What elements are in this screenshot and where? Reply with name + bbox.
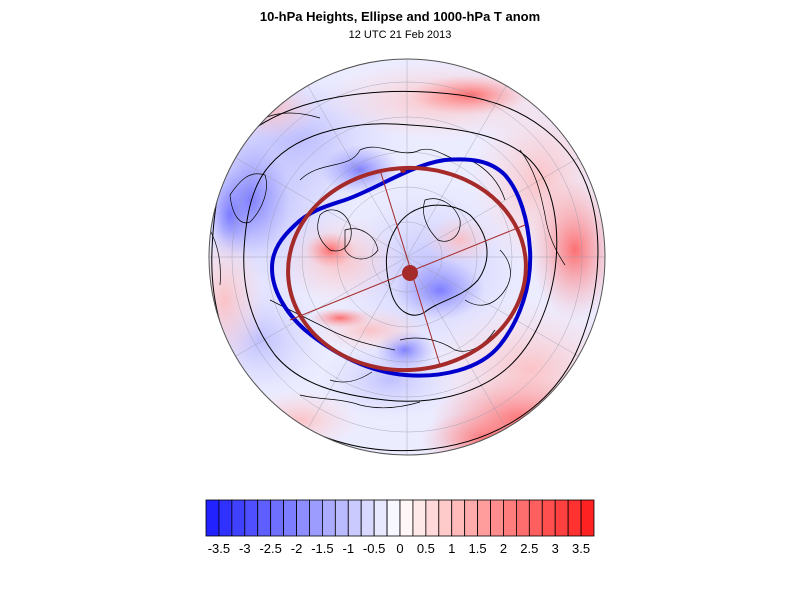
colorbar-tick-label: 3.5 bbox=[572, 541, 591, 556]
colorbar-box bbox=[425, 499, 440, 537]
colorbar-box bbox=[490, 499, 504, 537]
colorbar-tick-label: -2.5 bbox=[259, 541, 282, 556]
colorbar-tick-label: -0.5 bbox=[362, 541, 386, 556]
colorbar-tick-label: -3.5 bbox=[207, 541, 231, 556]
colorbar-tick-label: -2 bbox=[290, 541, 303, 556]
chart-subtitle: 12 UTC 21 Feb 2013 bbox=[348, 29, 452, 41]
colorbar-box bbox=[270, 499, 284, 537]
colorbar-box bbox=[541, 499, 556, 537]
colorbar-tick-label: -1.5 bbox=[311, 541, 334, 556]
colorbar-box bbox=[386, 499, 401, 537]
colorbar-box bbox=[283, 499, 297, 537]
colorbar-box bbox=[438, 499, 453, 537]
chart-title: 10-hPa Heights, Ellipse and 1000-hPa T a… bbox=[259, 9, 541, 24]
colorbar-box bbox=[244, 499, 259, 537]
colorbar-tick-label: 0 bbox=[396, 541, 404, 556]
vortex-centroid bbox=[402, 265, 418, 281]
colorbar-box bbox=[464, 499, 478, 537]
colorbar-tick-label: 2 bbox=[499, 541, 508, 556]
colorbar-tick-label: 2.5 bbox=[520, 541, 539, 556]
temperature-anomaly-field bbox=[209, 59, 605, 455]
colorbar bbox=[205, 499, 595, 537]
colorbar-tick-label: -1 bbox=[342, 541, 355, 556]
map-border bbox=[208, 58, 606, 456]
coastlines bbox=[209, 112, 566, 409]
colorbar-box bbox=[334, 499, 349, 537]
height-contour-outer bbox=[243, 123, 558, 402]
colorbar-tick-label: 1 bbox=[448, 541, 456, 556]
colorbar-box bbox=[477, 499, 491, 537]
colorbar-box bbox=[567, 499, 582, 537]
colorbar-box bbox=[580, 499, 595, 537]
colorbar-box bbox=[503, 499, 517, 537]
colorbar-box bbox=[309, 499, 323, 537]
colorbar-box bbox=[373, 499, 388, 537]
colorbar-tick-label: 0.5 bbox=[416, 541, 435, 556]
height-contour-outermost bbox=[211, 90, 599, 452]
colorbar-box bbox=[412, 499, 427, 537]
colorbar-box bbox=[205, 499, 220, 537]
colorbar-box bbox=[322, 499, 336, 537]
height-contour-inner bbox=[385, 204, 488, 316]
colorbar-box bbox=[451, 499, 466, 537]
colorbar-box bbox=[515, 499, 530, 537]
colorbar-box bbox=[296, 499, 310, 537]
colorbar-box bbox=[554, 499, 569, 537]
colorbar-tick-label: 1.5 bbox=[468, 541, 487, 556]
colorbar-box bbox=[347, 499, 362, 537]
fitted-ellipse bbox=[286, 165, 528, 373]
colorbar-box bbox=[218, 499, 233, 537]
colorbar-box bbox=[528, 499, 543, 537]
polar-map bbox=[208, 58, 606, 456]
colorbar-tick-label: -3 bbox=[239, 541, 251, 556]
colorbar-tick-label: 3 bbox=[551, 541, 559, 556]
ellipse-axis-endpoint bbox=[400, 167, 406, 173]
colorbar-box bbox=[257, 499, 272, 537]
colorbar-box bbox=[360, 499, 375, 537]
polar-vortex-edge bbox=[269, 157, 533, 378]
height-contours bbox=[211, 90, 599, 452]
colorbar-box bbox=[399, 499, 414, 537]
colorbar-labels: -3.5 -3 -2.5 -2 -1.5 -1 -0.5 0 0.5 1 1.5 2 2.5 3 3.5 bbox=[0, 541, 800, 561]
colorbar-box bbox=[231, 499, 246, 537]
